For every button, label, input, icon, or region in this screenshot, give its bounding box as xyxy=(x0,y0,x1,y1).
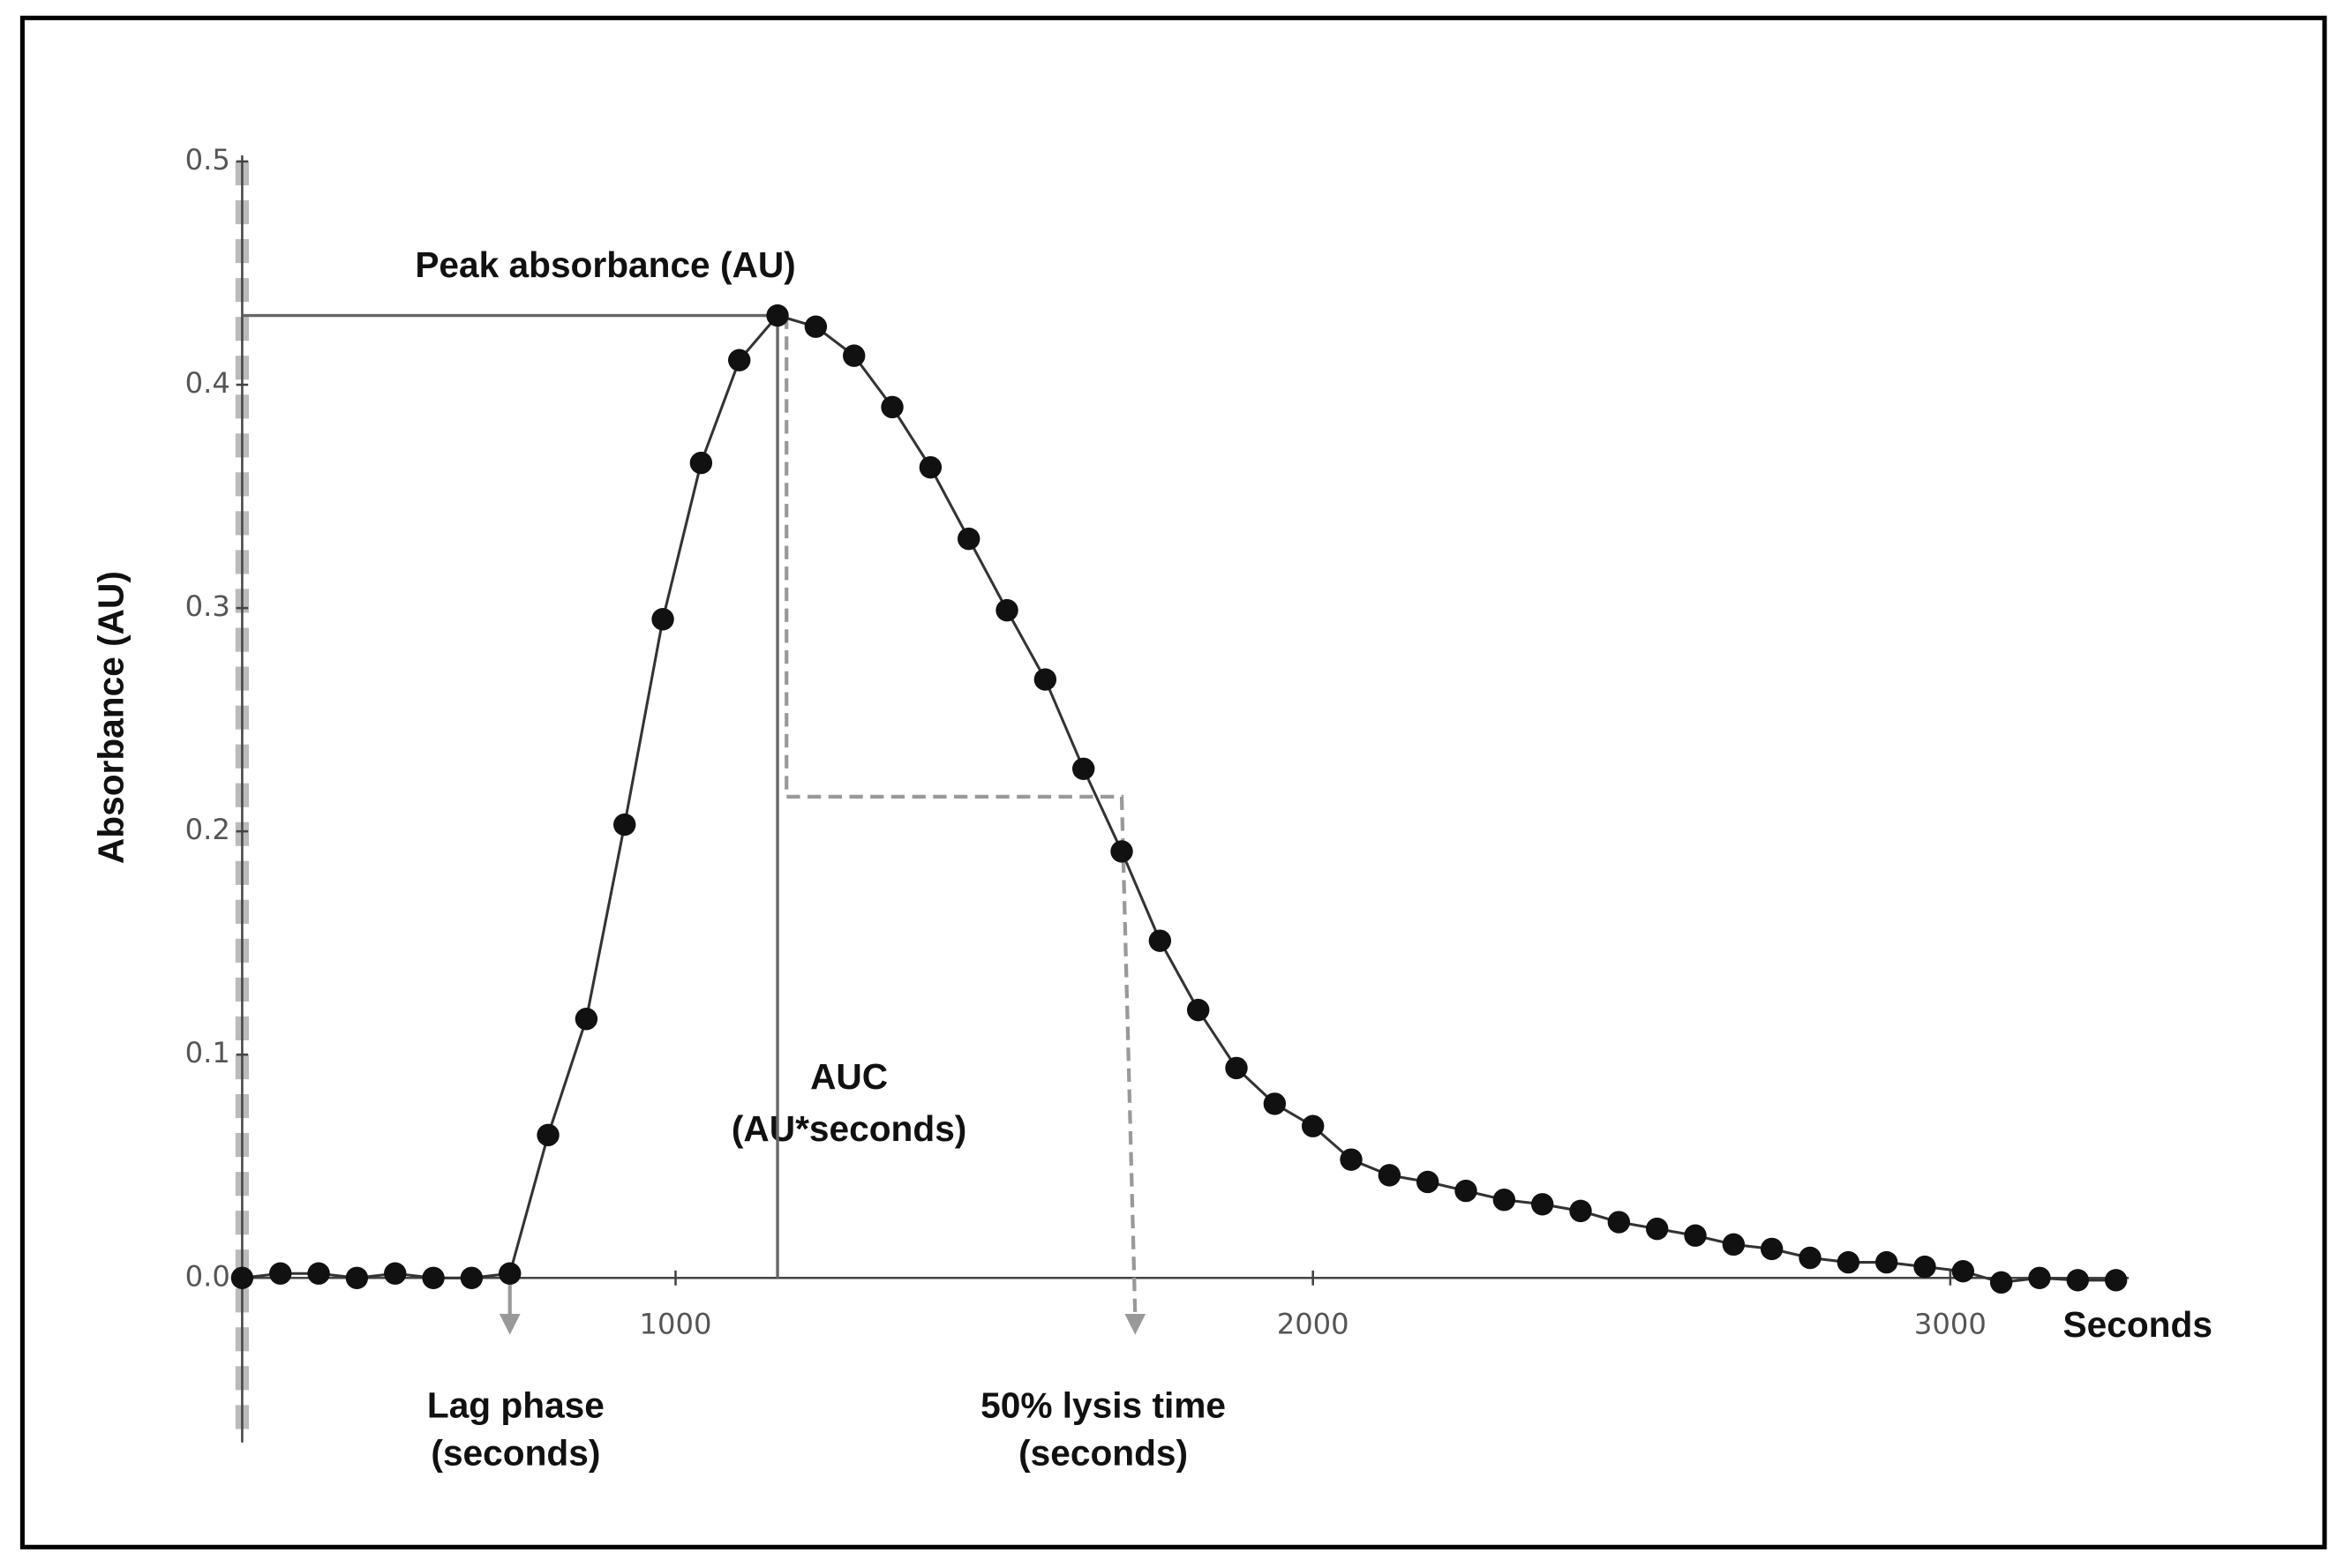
data-point xyxy=(804,315,828,338)
data-point xyxy=(1989,1271,2013,1294)
data-point xyxy=(995,598,1018,622)
data-point xyxy=(1225,1056,1248,1080)
lysis-guide xyxy=(785,315,1138,1316)
x-tick-label: 3000 xyxy=(1914,1307,1987,1340)
lysis-label: 50% lysis time xyxy=(980,1384,1226,1425)
data-point xyxy=(1951,1259,1975,1283)
data-point xyxy=(1569,1199,1592,1223)
data-point xyxy=(575,1008,598,1031)
data-point xyxy=(1263,1092,1287,1115)
data-point xyxy=(1454,1179,1477,1203)
data-point xyxy=(1837,1250,1860,1274)
lysis-label: (seconds) xyxy=(1018,1433,1188,1474)
data-point xyxy=(1071,757,1095,781)
data-point xyxy=(1492,1189,1516,1212)
data-point xyxy=(2028,1266,2051,1289)
frame xyxy=(19,15,2327,1549)
data-point xyxy=(919,455,943,479)
data-point xyxy=(1607,1211,1631,1234)
y-tick-label: 0.4 xyxy=(185,366,230,400)
data-point xyxy=(957,527,980,551)
data-point xyxy=(230,1266,254,1289)
data-point xyxy=(1684,1224,1707,1247)
data-point xyxy=(1416,1170,1439,1194)
data-point xyxy=(1645,1217,1669,1241)
data-point xyxy=(728,349,751,371)
data-point xyxy=(1301,1114,1325,1137)
data-point xyxy=(1874,1250,1898,1274)
data-point xyxy=(1530,1193,1554,1216)
data-point xyxy=(1799,1246,1822,1270)
data-point xyxy=(1760,1237,1784,1261)
arrow-head xyxy=(499,1313,521,1335)
data-point xyxy=(881,395,904,419)
data-point xyxy=(1340,1148,1363,1171)
data-point xyxy=(689,451,713,475)
y-tick-label: 0.1 xyxy=(185,1036,230,1069)
data-point xyxy=(345,1266,369,1289)
data-point xyxy=(2066,1269,2090,1292)
data-point xyxy=(1378,1164,1401,1187)
lag-label: Lag phase xyxy=(427,1384,605,1425)
data-point xyxy=(651,608,674,631)
x-axis-label: Seconds xyxy=(2063,1304,2213,1345)
data-point xyxy=(422,1266,445,1289)
x-tick-label: 2000 xyxy=(1277,1307,1349,1340)
y-tick-label: 0.5 xyxy=(185,143,230,176)
arrow-head xyxy=(1124,1313,1146,1335)
y-axis-label: Absorbance (AU) xyxy=(90,571,131,864)
data-point xyxy=(1033,668,1057,691)
data-point xyxy=(2104,1269,2128,1292)
lag-label: (seconds) xyxy=(431,1433,600,1474)
y-tick-label: 0.0 xyxy=(185,1259,230,1293)
y-tick-label: 0.2 xyxy=(185,813,230,846)
data-point xyxy=(460,1266,484,1289)
peak-label: Peak absorbance (AU) xyxy=(415,244,795,285)
data-point xyxy=(269,1262,292,1285)
data-point xyxy=(537,1123,560,1147)
data-point xyxy=(1148,929,1172,952)
y-tick-label: 0.3 xyxy=(185,589,230,623)
data-point xyxy=(1722,1233,1746,1257)
data-point xyxy=(499,1262,522,1285)
data-point xyxy=(1186,998,1210,1022)
data-point xyxy=(307,1262,330,1285)
data-point xyxy=(843,344,866,367)
data-point xyxy=(384,1262,407,1285)
auc-label: AUC xyxy=(810,1056,888,1097)
data-point xyxy=(613,813,636,837)
auc-label: (AU*seconds) xyxy=(732,1108,966,1149)
data-point xyxy=(1110,840,1133,863)
data-point xyxy=(766,304,789,327)
x-tick-label: 1000 xyxy=(640,1307,712,1340)
data-point xyxy=(1913,1255,1936,1279)
